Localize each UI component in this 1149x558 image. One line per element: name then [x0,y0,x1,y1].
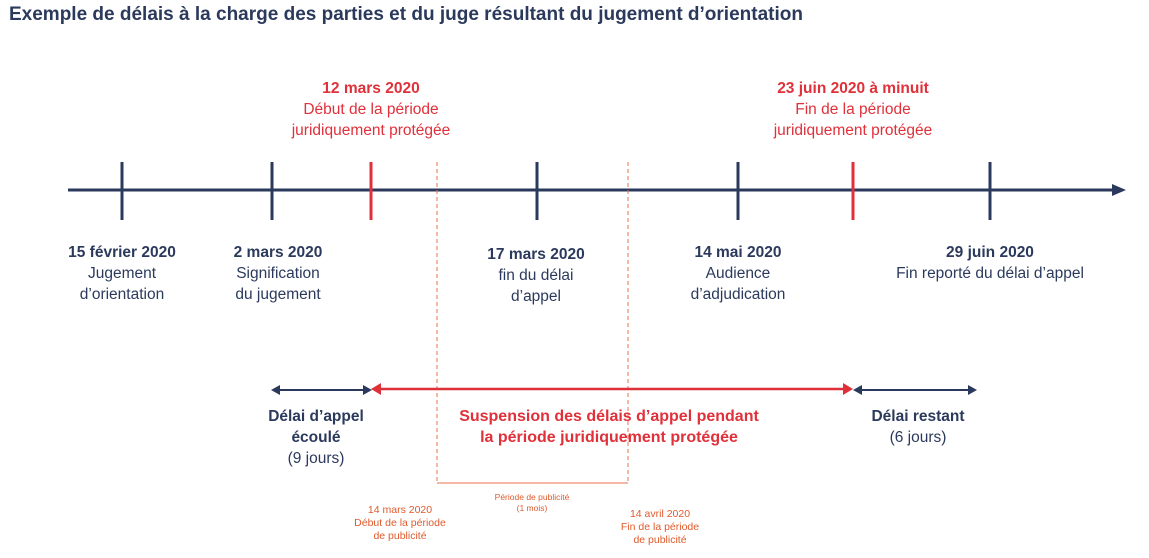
publicity-start-label: 14 mars 2020 Début de la période de publ… [354,504,446,542]
event-start-protected-period: 12 mars 2020 Début de la période juridiq… [291,80,451,139]
publicity-period-label: Période de publicité (1 mois) [494,492,570,513]
elapsed-arrow [271,385,372,395]
remaining-label: Délai restant (6 jours) [871,408,965,446]
publicity-end-label: 14 avril 2020 Fin de la période de publi… [620,508,700,546]
event-audience-adjudication: 14 mai 2020 Audience d’adjudication [690,244,786,303]
event-fin-delai-appel: 17 mars 2020 fin du délai d’appel [487,246,585,305]
event-signification: 2 mars 2020 Signification du jugement [233,244,323,303]
suspension-arrow [371,383,853,395]
remaining-arrow [853,385,977,395]
page-title: Exemple de délais à la charge des partie… [9,4,803,25]
event-jugement-orientation: 15 février 2020 Jugement d’orientation [68,244,176,303]
suspension-label: Suspension des délais d’appel pendant la… [459,408,759,446]
timeline-arrowhead [1112,184,1126,196]
event-fin-reportee: 29 juin 2020 Fin reporté du délai d’appe… [896,244,1084,282]
elapsed-label: Délai d’appel écoulé (9 jours) [268,408,364,467]
event-end-protected-period: 23 juin 2020 à minuit Fin de la période … [773,80,933,139]
